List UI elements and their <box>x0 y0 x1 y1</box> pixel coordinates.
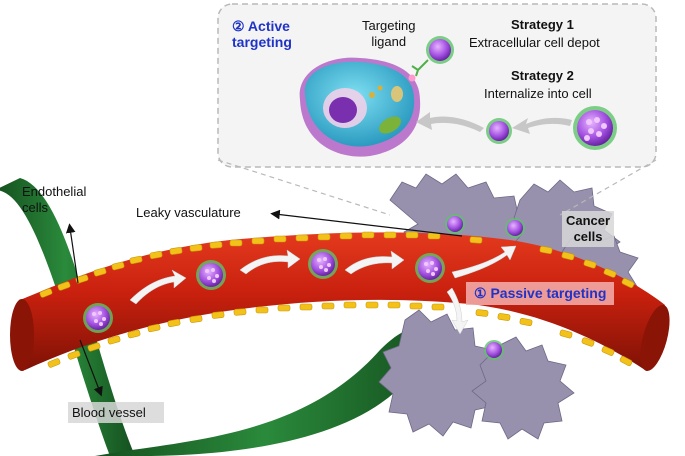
zoom-line-left <box>217 159 391 216</box>
endothelial-bottom-row <box>47 301 633 368</box>
vessel-opening-left <box>10 299 34 371</box>
strategy1-title: Strategy 1 <box>511 17 574 32</box>
passive-targeting-label: ① Passive targeting <box>466 282 615 305</box>
vessel-opening-right <box>640 305 670 371</box>
cancer-cells-label: Cancer cells <box>562 211 615 247</box>
internalize-arrow-2 <box>416 112 484 132</box>
leaky-vasculature-label: Leaky vasculature <box>136 205 241 220</box>
endothelial-top-row <box>39 231 635 298</box>
nanoparticle-cancer-2 <box>505 218 525 238</box>
cancer-cluster-bottom <box>378 309 575 440</box>
leaky-vasculature-pointer <box>270 209 463 237</box>
strategy2-desc: Internalize into cell <box>484 86 592 101</box>
blood-vessel <box>20 232 665 370</box>
nanoparticle-1 <box>83 303 113 333</box>
internalize-arrow-1 <box>512 117 572 134</box>
nanoparticle-ligand <box>408 36 454 82</box>
extravasation-arrow <box>446 287 469 335</box>
active-targeting-label: ② Active targeting <box>232 18 292 50</box>
flow-arrows <box>129 245 517 305</box>
blood-vessel-pointer <box>79 339 103 397</box>
strategy1-desc: Extracellular cell depot <box>469 35 600 50</box>
nanoparticle-strategy2-large <box>573 106 617 150</box>
strategy2-title: Strategy 2 <box>511 68 574 83</box>
endothelial-pointer <box>65 223 79 284</box>
nanoparticle-strategy2-small <box>486 118 512 144</box>
nanoparticle-2 <box>196 260 226 290</box>
nanoparticle-cancer-3 <box>484 340 504 360</box>
endothelial-cells-label: Endothelial cells <box>22 184 87 215</box>
target-cell <box>299 57 421 157</box>
nanoparticle-3 <box>308 249 338 279</box>
blood-vessel-label: Blood vessel <box>68 402 164 423</box>
nanoparticle-4 <box>415 253 445 283</box>
targeting-ligand-label: Targeting ligand <box>362 18 416 49</box>
zoom-line-right <box>559 159 657 216</box>
nanoparticle-cancer-1 <box>445 214 465 234</box>
